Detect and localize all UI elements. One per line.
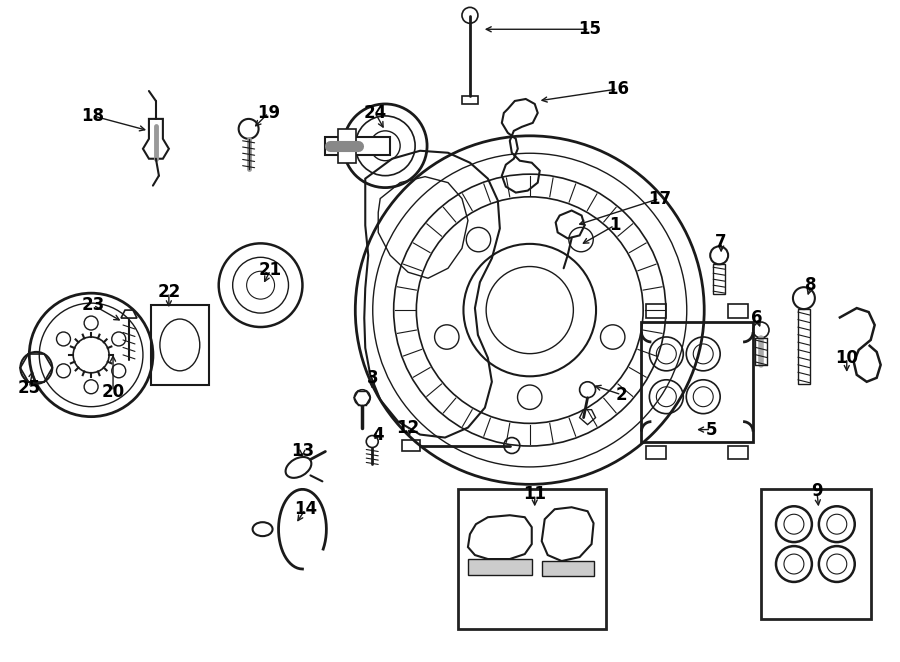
- Text: 13: 13: [291, 442, 314, 461]
- Text: 25: 25: [18, 379, 40, 397]
- Text: 19: 19: [257, 104, 280, 122]
- Bar: [646, 446, 666, 459]
- Text: 6: 6: [752, 309, 763, 327]
- Text: 14: 14: [294, 500, 317, 518]
- Bar: [458, 489, 606, 629]
- Text: 17: 17: [648, 189, 670, 208]
- Bar: [798, 309, 810, 384]
- Bar: [326, 137, 391, 155]
- Text: 9: 9: [811, 483, 823, 500]
- Bar: [151, 305, 209, 385]
- Text: 15: 15: [578, 21, 601, 38]
- Text: 3: 3: [366, 369, 378, 387]
- Bar: [728, 446, 748, 459]
- Text: 12: 12: [397, 418, 419, 437]
- Text: 4: 4: [373, 426, 384, 444]
- Text: 20: 20: [102, 383, 124, 401]
- Text: 5: 5: [706, 420, 717, 439]
- Bar: [468, 559, 532, 575]
- Text: 7: 7: [716, 234, 727, 252]
- Bar: [761, 489, 870, 619]
- Text: 21: 21: [259, 261, 282, 279]
- Text: 23: 23: [82, 296, 104, 314]
- Bar: [402, 440, 420, 451]
- Text: 1: 1: [608, 216, 620, 234]
- Text: 8: 8: [806, 276, 816, 294]
- Bar: [338, 129, 356, 163]
- Bar: [646, 304, 666, 318]
- Bar: [713, 264, 725, 294]
- Text: 24: 24: [364, 104, 387, 122]
- Text: 11: 11: [523, 485, 546, 503]
- Text: 16: 16: [606, 80, 629, 98]
- Bar: [542, 561, 594, 576]
- Text: 2: 2: [616, 386, 627, 404]
- Text: 18: 18: [82, 107, 104, 125]
- Text: 22: 22: [158, 283, 181, 301]
- Text: 10: 10: [835, 349, 859, 367]
- Bar: [462, 96, 478, 104]
- Bar: [728, 304, 748, 318]
